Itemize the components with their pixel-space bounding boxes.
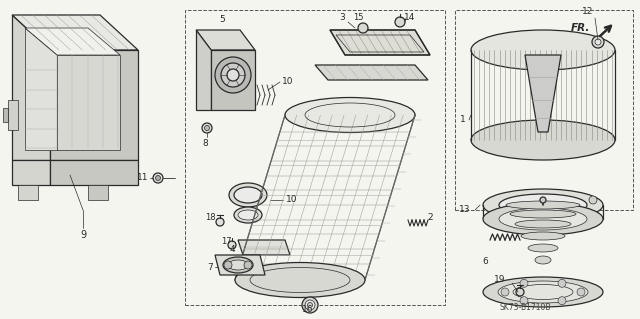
Ellipse shape <box>483 189 603 221</box>
Text: 9: 9 <box>80 230 86 240</box>
Text: 17: 17 <box>221 238 231 247</box>
Circle shape <box>244 261 252 269</box>
Ellipse shape <box>228 260 248 270</box>
Text: 10: 10 <box>286 196 298 204</box>
Circle shape <box>516 288 524 296</box>
Ellipse shape <box>483 203 603 235</box>
Circle shape <box>520 297 528 305</box>
Ellipse shape <box>515 220 571 228</box>
Ellipse shape <box>234 187 262 203</box>
Ellipse shape <box>499 194 587 216</box>
Circle shape <box>302 297 318 313</box>
Circle shape <box>595 39 601 45</box>
Polygon shape <box>88 185 108 200</box>
Circle shape <box>156 175 161 181</box>
Circle shape <box>205 125 209 130</box>
Circle shape <box>228 241 236 249</box>
Circle shape <box>153 173 163 183</box>
Text: 10: 10 <box>282 78 294 86</box>
Circle shape <box>307 302 312 308</box>
Ellipse shape <box>499 208 587 230</box>
Ellipse shape <box>471 120 615 160</box>
Text: FR.: FR. <box>571 23 590 33</box>
Circle shape <box>592 36 604 48</box>
Ellipse shape <box>483 277 603 307</box>
Circle shape <box>540 197 546 203</box>
Polygon shape <box>50 160 138 185</box>
Text: 18: 18 <box>205 213 215 222</box>
Circle shape <box>558 297 566 305</box>
Text: 13: 13 <box>460 205 471 214</box>
Ellipse shape <box>528 244 558 252</box>
Text: 3: 3 <box>339 13 345 23</box>
Ellipse shape <box>506 201 580 209</box>
Text: 6: 6 <box>482 257 488 266</box>
Text: 7: 7 <box>207 263 213 271</box>
Text: 16: 16 <box>302 306 314 315</box>
Polygon shape <box>3 108 8 122</box>
Polygon shape <box>12 15 138 50</box>
Polygon shape <box>525 55 561 132</box>
Circle shape <box>589 196 597 204</box>
Polygon shape <box>18 185 38 200</box>
Polygon shape <box>50 50 138 160</box>
Text: 19: 19 <box>494 276 506 285</box>
Circle shape <box>227 69 239 81</box>
Ellipse shape <box>498 281 588 303</box>
Text: 15: 15 <box>353 13 364 23</box>
Polygon shape <box>12 160 50 185</box>
Circle shape <box>216 218 224 226</box>
Bar <box>455 10 633 210</box>
Bar <box>185 10 445 305</box>
Text: 11: 11 <box>137 174 148 182</box>
Circle shape <box>215 57 251 93</box>
Polygon shape <box>57 55 120 150</box>
Ellipse shape <box>223 257 253 273</box>
Ellipse shape <box>238 210 258 220</box>
Ellipse shape <box>235 263 365 298</box>
Polygon shape <box>196 30 255 50</box>
Ellipse shape <box>229 183 267 207</box>
Circle shape <box>202 123 212 133</box>
Polygon shape <box>25 28 57 150</box>
Ellipse shape <box>521 232 565 240</box>
Polygon shape <box>12 15 50 160</box>
Circle shape <box>224 261 232 269</box>
Text: 14: 14 <box>404 13 416 23</box>
Ellipse shape <box>285 98 415 132</box>
Text: SK73-B1710B: SK73-B1710B <box>500 302 552 311</box>
Ellipse shape <box>535 256 551 264</box>
Polygon shape <box>238 240 290 255</box>
Polygon shape <box>215 255 265 275</box>
Polygon shape <box>211 50 255 110</box>
Circle shape <box>520 279 528 287</box>
Ellipse shape <box>510 210 576 218</box>
Polygon shape <box>315 65 428 80</box>
Circle shape <box>558 279 566 287</box>
Text: 8: 8 <box>202 138 208 147</box>
Polygon shape <box>8 100 18 130</box>
Text: 4: 4 <box>229 246 235 255</box>
Ellipse shape <box>234 207 262 223</box>
Polygon shape <box>330 30 430 55</box>
Polygon shape <box>25 28 120 55</box>
Text: 12: 12 <box>582 8 594 17</box>
Circle shape <box>358 23 368 33</box>
Text: 1: 1 <box>460 115 466 124</box>
Circle shape <box>305 300 315 310</box>
Ellipse shape <box>471 30 615 70</box>
Circle shape <box>501 288 509 296</box>
Circle shape <box>221 63 245 87</box>
Text: 2: 2 <box>427 213 433 222</box>
Polygon shape <box>196 30 211 110</box>
Circle shape <box>395 17 405 27</box>
Text: 5: 5 <box>219 16 225 25</box>
Circle shape <box>577 288 585 296</box>
